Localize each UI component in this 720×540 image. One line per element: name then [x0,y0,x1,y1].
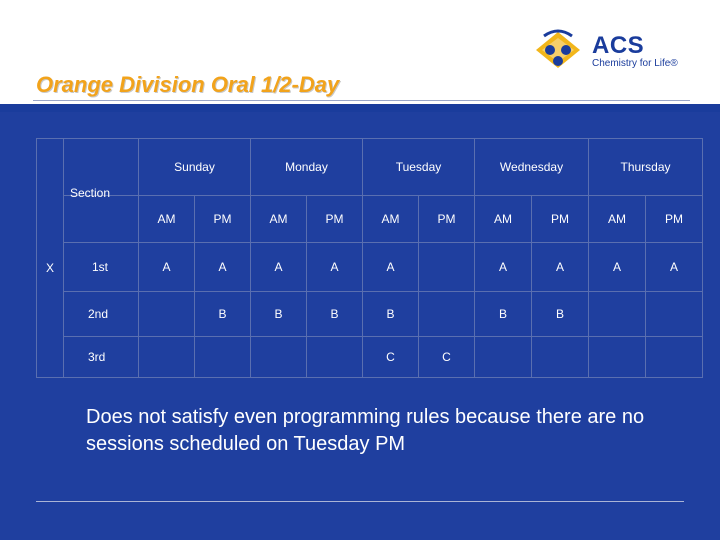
table-cell [138,291,195,337]
table-cell [194,336,251,378]
acs-emblem-icon [536,29,580,68]
table-cell: C [418,336,475,378]
x-marker: X [45,261,54,275]
logo-tagline: Chemistry for Life® [592,58,678,69]
row-label: 2nd [63,291,139,337]
table-cell [588,336,646,378]
period-header: AM [588,195,646,243]
acs-logo: ACS Chemistry for Life® [530,26,690,84]
table-cell [418,291,475,337]
table-cell [138,336,195,378]
table-cell: B [362,291,419,337]
table-row: 3rd C C [37,336,703,378]
day-header: Monday [250,138,363,196]
period-header: AM [250,195,307,243]
table-cell [645,291,703,337]
table-cell: A [588,242,646,292]
table-cell: A [194,242,251,292]
day-header: Thursday [588,138,703,196]
table-cell: B [531,291,589,337]
section-label: Section [70,186,111,200]
row-label: 3rd [63,336,139,378]
table-row: 1st A A A A A A A A A [37,242,703,292]
table-row: AM PM AM PM AM PM AM PM AM PM [37,195,703,243]
period-header: AM [362,195,419,243]
header-area: Orange Division Oral 1/2-Day ACS Chemist… [0,0,720,104]
table-cell [306,336,363,378]
table-cell [588,291,646,337]
table-cell [418,242,475,292]
row-label: 1st [63,242,139,292]
period-header: PM [531,195,589,243]
corner-cell [63,138,139,196]
period-header: PM [306,195,363,243]
row-label-cell [63,195,139,243]
table-cell [531,336,589,378]
table-cell [250,336,307,378]
period-header: PM [418,195,475,243]
table-cell [474,336,532,378]
table-cell: B [306,291,363,337]
table-cell: A [250,242,307,292]
table-cell: A [138,242,195,292]
table-cell: A [306,242,363,292]
table-row: X Sunday Monday Tuesday Wednesday Thursd… [36,138,703,378]
schedule-table: X Sunday Monday Tuesday Wednesday Thursd… [36,138,703,378]
period-header: PM [645,195,703,243]
footer-divider [36,501,684,502]
table-cell: A [474,242,532,292]
day-header: Sunday [138,138,251,196]
table-row: 2nd B B B B B B [37,291,703,337]
title-divider [33,100,690,101]
table-cell [645,336,703,378]
table-cell: B [194,291,251,337]
table-cell: A [531,242,589,292]
table-cell: A [362,242,419,292]
table-cell: C [362,336,419,378]
page-title: Orange Division Oral 1/2-Day [36,72,340,97]
table-cell: B [250,291,307,337]
period-header: AM [474,195,532,243]
explanation-note: Does not satisfy even programming rules … [86,406,645,455]
logo-text: ACS [592,32,645,59]
day-header: Wednesday [474,138,589,196]
period-header: AM [138,195,195,243]
table-cell: A [645,242,703,292]
table-cell: B [474,291,532,337]
day-header: Tuesday [362,138,475,196]
x-marker-cell: X [36,138,64,378]
period-header: PM [194,195,251,243]
